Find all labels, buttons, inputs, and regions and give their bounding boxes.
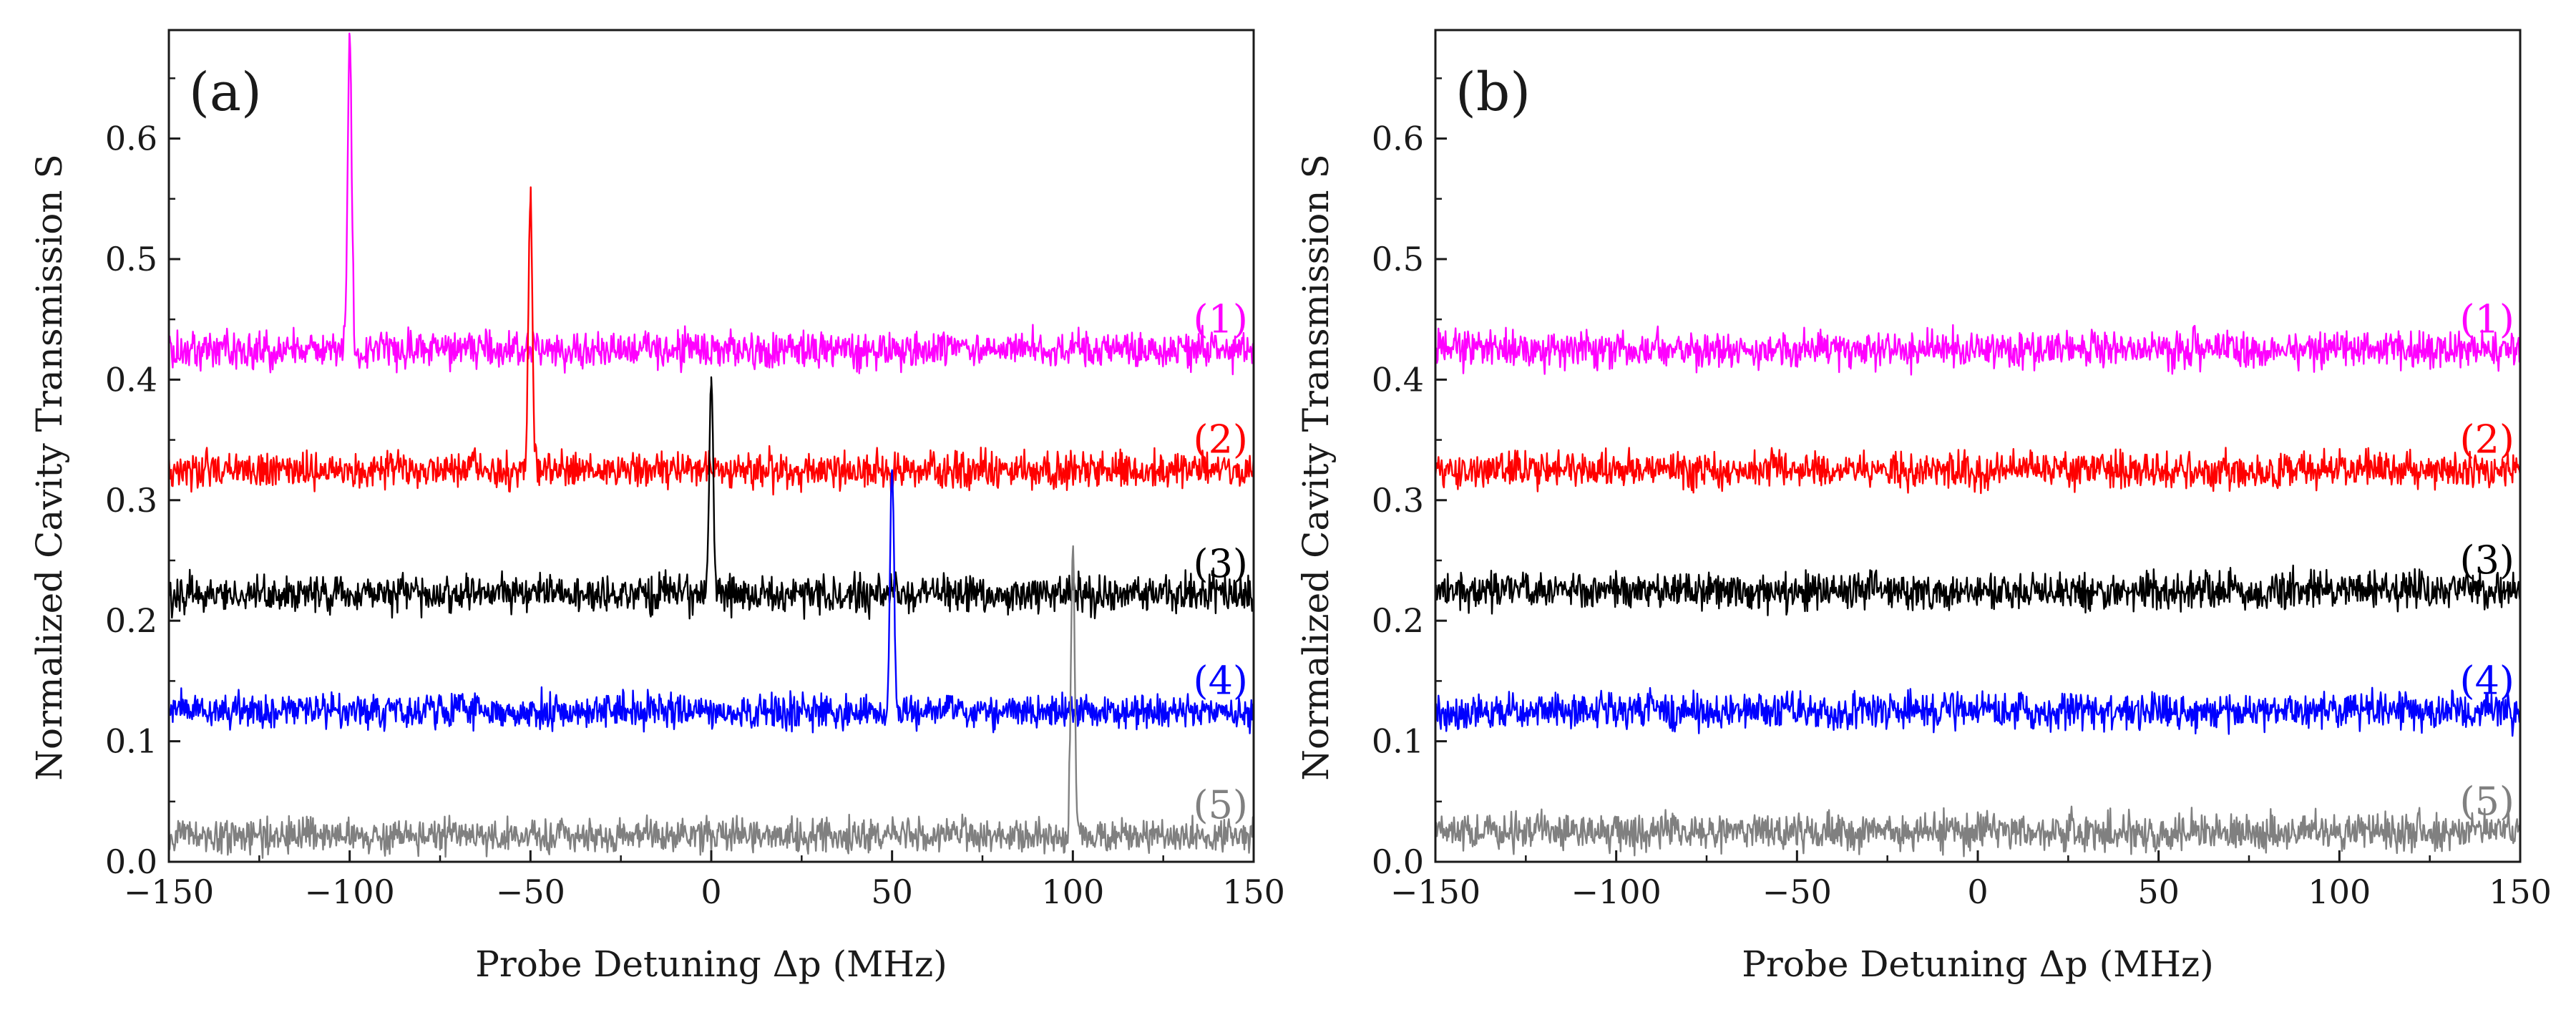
panel-label: (a) bbox=[189, 62, 262, 123]
x-tick-label: 150 bbox=[1222, 873, 1285, 911]
series-line-4 bbox=[1435, 686, 2520, 737]
curve-label-3: (3) bbox=[2460, 538, 2515, 583]
y-tick-label: 0.0 bbox=[105, 842, 157, 881]
x-tick-label: 100 bbox=[1041, 873, 1104, 911]
x-axis-title: Probe Detuning Δp (MHz) bbox=[1742, 943, 2214, 985]
curve-label-1: (1) bbox=[2460, 296, 2515, 341]
curve-label-4: (4) bbox=[1194, 658, 1249, 703]
panel-a: −150 −100 −50 0 50 100 150 0.0 0.1 0.2 0.3 0.4 0.5 0.… bbox=[29, 29, 1285, 985]
series-line-2 bbox=[1435, 447, 2520, 495]
y-tick-label: 0.0 bbox=[1372, 842, 1424, 881]
curve-label-5: (5) bbox=[1194, 782, 1249, 827]
curve-label-2: (2) bbox=[1194, 417, 1249, 462]
y-axis-title: Normalized Cavity Transmission S bbox=[29, 154, 70, 780]
y-tick-label: 0.2 bbox=[1372, 601, 1424, 640]
curve-label-2: (2) bbox=[2460, 417, 2515, 462]
curve-label-5: (5) bbox=[2460, 779, 2515, 824]
x-tick-label: −50 bbox=[1762, 873, 1832, 911]
panel-b: −150 −100 −50 0 50 100 150 0.0 0.1 0.2 0.3 0.4 0.5 0.… bbox=[1295, 29, 2552, 985]
y-tick-label: 0.6 bbox=[1372, 120, 1424, 158]
y-tick-label: 0.6 bbox=[105, 120, 157, 158]
series-line-5 bbox=[169, 545, 1254, 859]
curve-label-1: (1) bbox=[1194, 296, 1249, 341]
y-tick-label: 0.1 bbox=[1372, 722, 1424, 761]
plot-frame bbox=[1434, 29, 2522, 863]
series-group bbox=[1435, 324, 2520, 858]
series-line-1 bbox=[1435, 324, 2520, 376]
series-line-3 bbox=[169, 376, 1254, 620]
y-tick-label: 0.4 bbox=[1372, 360, 1424, 399]
x-axis-title: Probe Detuning Δp (MHz) bbox=[475, 943, 947, 985]
x-tick-label: 0 bbox=[1967, 873, 1988, 911]
series-line-3 bbox=[1435, 564, 2520, 616]
x-tick-label: −50 bbox=[496, 873, 565, 911]
series-line-4 bbox=[169, 469, 1254, 734]
series-group bbox=[169, 32, 1254, 859]
x-tick-label: −150 bbox=[124, 873, 214, 911]
y-tick-label: 0.5 bbox=[105, 240, 157, 278]
x-tick-label: 0 bbox=[701, 873, 721, 911]
x-tick-label: −150 bbox=[1390, 873, 1480, 911]
series-line-1 bbox=[169, 32, 1254, 376]
y-tick-label: 0.2 bbox=[105, 601, 157, 640]
x-tick-label: 100 bbox=[2308, 873, 2371, 911]
x-tick-label: −100 bbox=[1571, 873, 1661, 911]
x-tick-label: −100 bbox=[304, 873, 394, 911]
curve-label-3: (3) bbox=[1194, 541, 1249, 586]
y-tick-label: 0.4 bbox=[105, 360, 157, 399]
series-line-2 bbox=[169, 186, 1254, 496]
y-tick-label: 0.5 bbox=[1372, 240, 1424, 278]
panel-label: (b) bbox=[1455, 62, 1531, 123]
y-tick-label: 0.3 bbox=[105, 481, 157, 520]
x-tick-label: 50 bbox=[2137, 873, 2180, 911]
curve-label-4: (4) bbox=[2460, 658, 2515, 703]
y-axis-title: Normalized Cavity Transmission S bbox=[1295, 154, 1337, 780]
series-line-5 bbox=[1435, 805, 2520, 858]
x-tick-label: 50 bbox=[871, 873, 913, 911]
y-tick-label: 0.1 bbox=[105, 722, 157, 761]
y-tick-label: 0.3 bbox=[1372, 481, 1424, 520]
x-tick-label: 150 bbox=[2489, 873, 2552, 911]
plot-frame bbox=[167, 29, 1255, 863]
